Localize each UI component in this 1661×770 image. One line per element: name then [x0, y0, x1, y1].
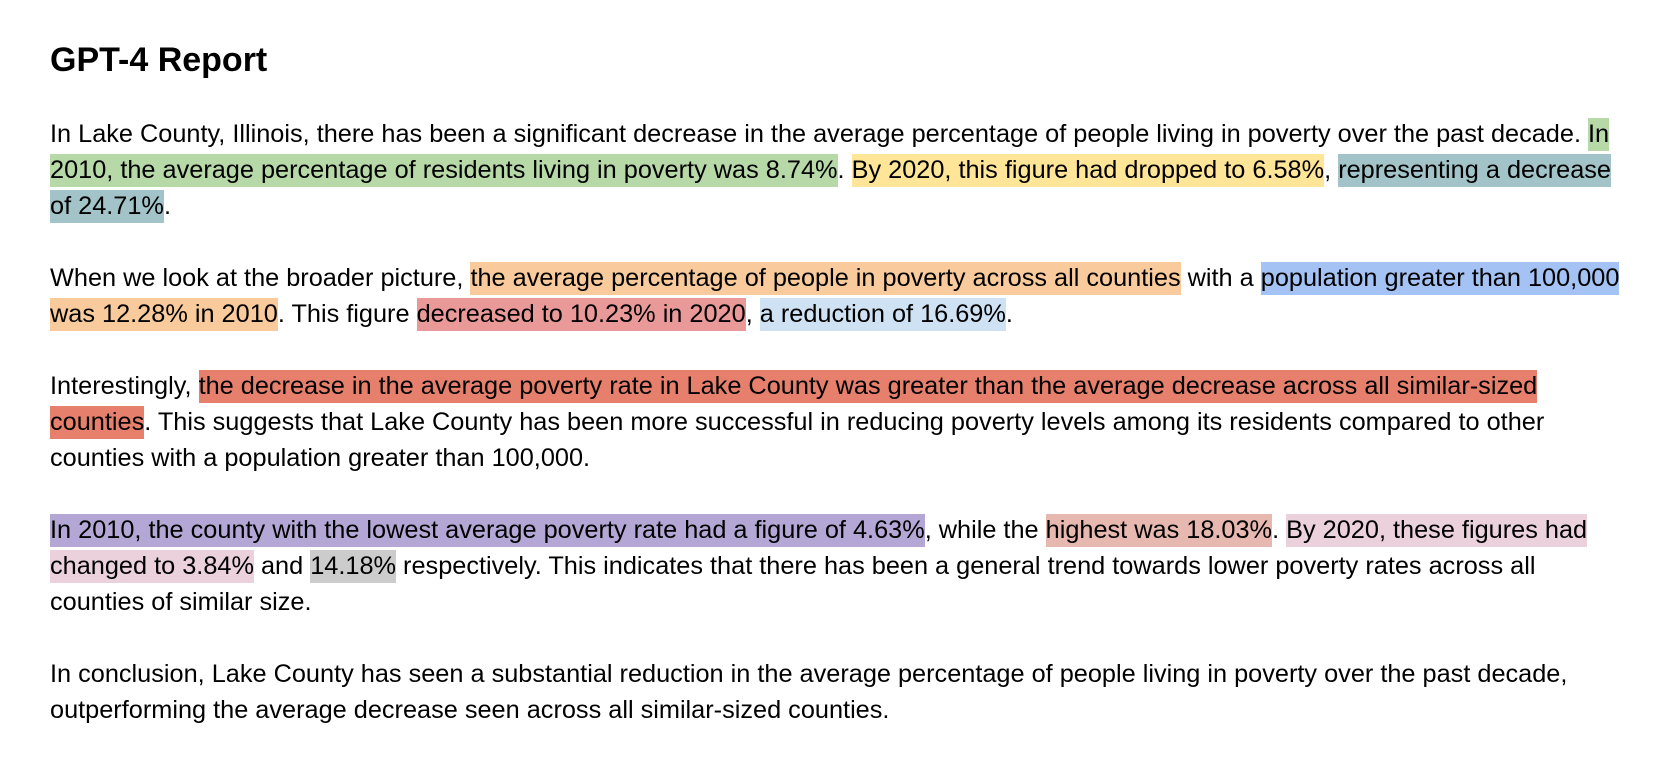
highlighted-text: a reduction of 16.69% — [759, 298, 1006, 331]
text-segment: . This suggests that Lake County has bee… — [50, 408, 1545, 472]
text-segment: . — [1272, 516, 1287, 544]
text-segment: . — [837, 156, 852, 184]
paragraph: In Lake County, Illinois, there has been… — [50, 116, 1630, 224]
text-segment: Interestingly, — [50, 372, 199, 400]
highlighted-text: decreased to 10.23% in 2020 — [416, 298, 746, 331]
text-segment: When we look at the broader picture, — [50, 264, 471, 292]
paragraph: In conclusion, Lake County has seen a su… — [50, 656, 1630, 728]
report-title: GPT-4 Report — [50, 41, 268, 79]
text-segment: , — [1324, 156, 1339, 184]
highlighted-text: highest was 18.03% — [1045, 514, 1273, 547]
text-segment: , while the — [924, 516, 1046, 544]
text-segment: In Lake County, Illinois, there has been… — [50, 120, 1588, 148]
text-segment: . — [163, 192, 171, 220]
highlighted-text: the average percentage of people in pove… — [470, 262, 1181, 295]
text-segment: , — [745, 300, 760, 328]
highlighted-text: population greater than 100,000 — [1260, 262, 1620, 295]
highlighted-text: By 2020, this figure had dropped to 6.58… — [851, 154, 1325, 187]
highlighted-text: In 2010, the county with the lowest aver… — [50, 514, 925, 547]
text-segment: . — [1005, 300, 1013, 328]
highlighted-text: 14.18% — [310, 550, 397, 583]
text-segment: . This figure — [277, 300, 417, 328]
paragraph: When we look at the broader picture, the… — [50, 260, 1630, 332]
text-segment: respectively. This indicates that there … — [50, 552, 1536, 616]
text-segment: In conclusion, Lake County has seen a su… — [50, 660, 1568, 724]
paragraph: In 2010, the county with the lowest aver… — [50, 512, 1630, 620]
text-segment: with a — [1180, 264, 1261, 292]
report-body: In Lake County, Illinois, there has been… — [50, 116, 1621, 728]
highlighted-text: was 12.28% in 2010 — [50, 298, 278, 331]
text-segment: and — [253, 552, 311, 580]
paragraph: Interestingly, the decrease in the avera… — [50, 368, 1630, 476]
